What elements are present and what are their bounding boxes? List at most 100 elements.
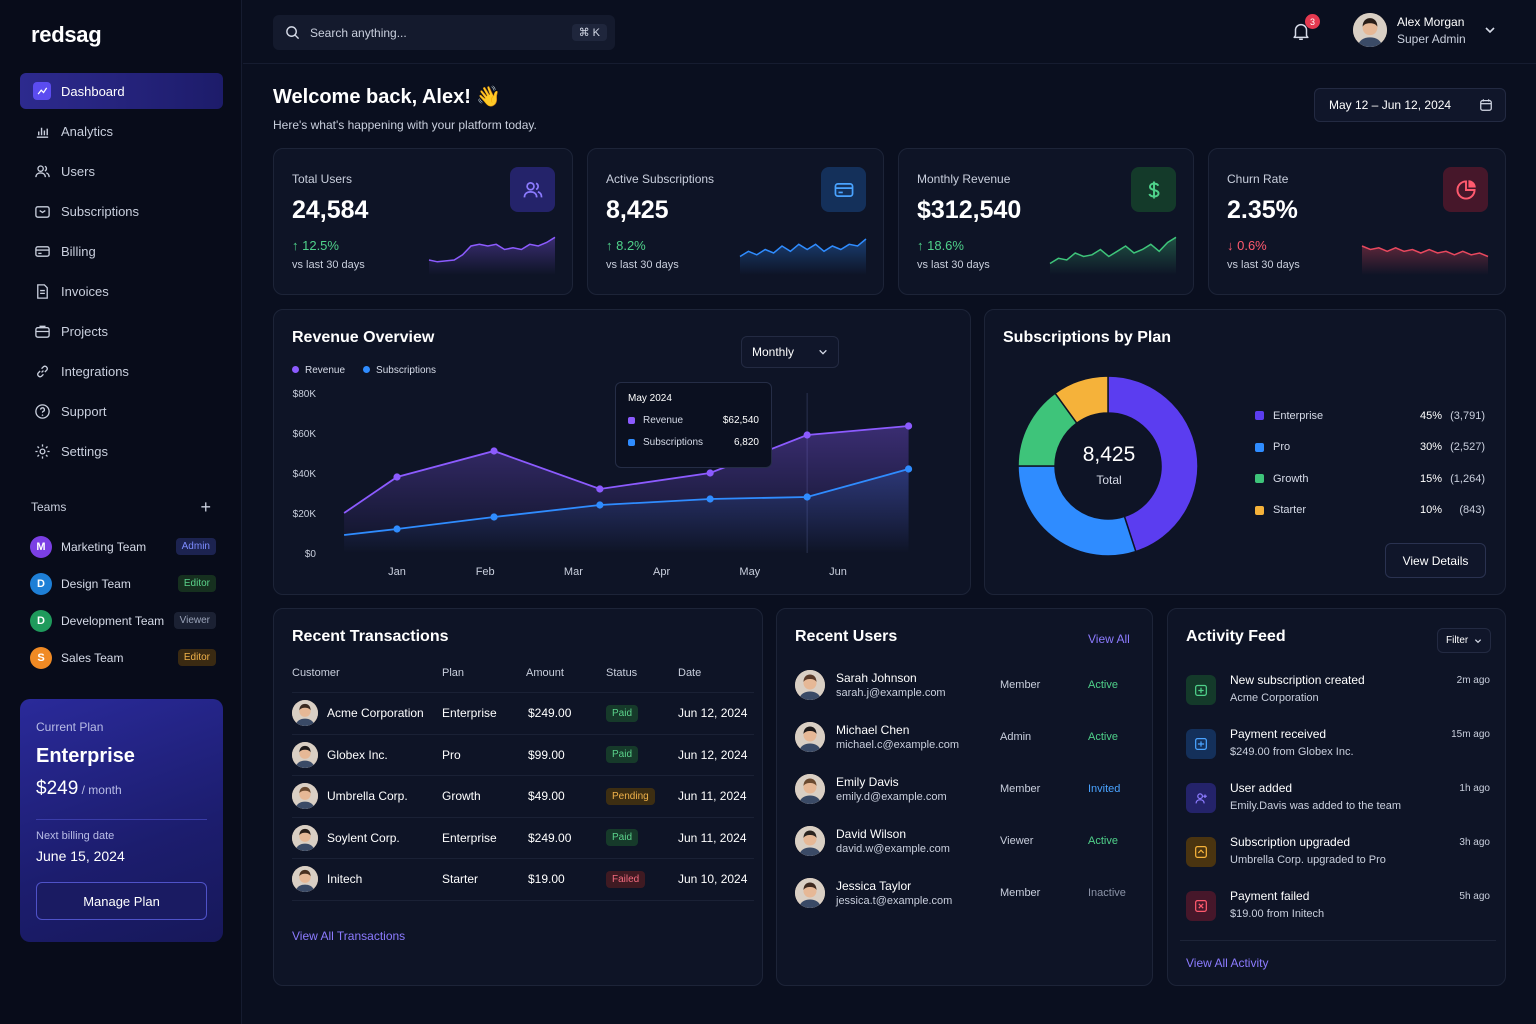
team-name: Marketing Team: [61, 539, 147, 554]
team-item[interactable]: D Development Team Viewer: [30, 602, 216, 639]
column-header[interactable]: Status: [606, 667, 638, 679]
customer-cell: Initech: [292, 866, 362, 892]
filter-label: Filter: [1446, 635, 1469, 646]
data-point[interactable]: [393, 473, 401, 481]
view-all-transactions-link[interactable]: View All Transactions: [292, 929, 406, 943]
sidebar-item-integrations[interactable]: Integrations: [20, 353, 223, 389]
stat-title: Churn Rate: [1227, 172, 1289, 186]
current-plan-label: Current Plan: [36, 720, 104, 734]
data-point[interactable]: [596, 501, 604, 509]
next-billing-date: June 15, 2024: [36, 848, 125, 864]
stat-title: Total Users: [292, 172, 353, 186]
table-row[interactable]: Acme Corporation Enterprise $249.00 Paid Jun…: [292, 692, 754, 733]
stat-card-monthly-revenue[interactable]: Monthly Revenue $312,540 ↑ 18.6% vs last 30…: [898, 148, 1194, 295]
donut-slice-pro[interactable]: [1017, 465, 1137, 557]
stat-icon-box: [1131, 167, 1176, 212]
sidebar-item-settings[interactable]: Settings: [20, 433, 223, 469]
activity-item[interactable]: Payment received $249.00 from Globex Inc.…: [1186, 727, 1490, 781]
sidebar-item-users[interactable]: Users: [20, 153, 223, 189]
user-menu[interactable]: Alex Morgan Super Admin: [1353, 13, 1496, 47]
data-point[interactable]: [904, 465, 913, 473]
nav-icon-wrap: [33, 82, 51, 100]
activity-item[interactable]: New subscription created Acme Corporation…: [1186, 673, 1490, 727]
plan-percent: 15%: [1419, 472, 1442, 485]
x-tick-label: Feb: [476, 566, 495, 578]
column-header[interactable]: Plan: [442, 667, 465, 679]
teams-header: Teams +: [31, 498, 211, 516]
sparkline-area: [1050, 237, 1176, 275]
activity-item[interactable]: User added Emily.Davis was added to the t…: [1186, 781, 1490, 835]
welcome-header: Welcome back, Alex! 👋 Here's what's happ…: [273, 84, 537, 132]
data-point[interactable]: [596, 485, 604, 493]
sidebar-item-projects[interactable]: Projects: [20, 313, 223, 349]
avatar-face: [292, 783, 318, 809]
list-item[interactable]: Jessica Taylor jessica.t@example.com Membe…: [795, 867, 1135, 919]
legend-item-subscriptions[interactable]: Subscriptions: [363, 365, 436, 376]
y-tick-label: $80K: [293, 389, 317, 400]
sparkline-line: [428, 236, 556, 263]
sidebar-item-label: Invoices: [61, 283, 109, 299]
date-range-picker[interactable]: May 12 – Jun 12, 2024: [1314, 88, 1506, 122]
table-row[interactable]: Initech Starter $19.00 Failed Jun 10, 2024: [292, 858, 754, 899]
sidebar-item-dashboard[interactable]: Dashboard: [20, 73, 223, 109]
team-item[interactable]: S Sales Team Editor: [30, 639, 216, 676]
table-row[interactable]: Umbrella Corp. Growth $49.00 Pending Jun 11,…: [292, 775, 754, 816]
notifications-button[interactable]: 3: [1290, 14, 1320, 44]
data-point[interactable]: [490, 447, 498, 455]
activity-item[interactable]: Payment failed $19.00 from Initech 5h ago: [1186, 889, 1490, 943]
invoice-icon: [36, 283, 48, 299]
legend-item-revenue[interactable]: Revenue: [292, 365, 345, 376]
add-team-icon[interactable]: +: [200, 497, 211, 517]
data-point[interactable]: [706, 469, 714, 477]
list-item[interactable]: Sarah Johnson sarah.j@example.com Member Ac…: [795, 659, 1135, 711]
activity-time: 2m ago: [1456, 675, 1490, 686]
stat-subtitle: vs last 30 days: [917, 259, 990, 271]
list-item[interactable]: David Wilson david.w@example.com Viewer Act…: [795, 815, 1135, 867]
table-row[interactable]: Globex Inc. Pro $99.00 Paid Jun 12, 2024: [292, 733, 754, 775]
status-badge: Failed: [606, 870, 646, 888]
donut-slice-starter[interactable]: [1054, 375, 1109, 425]
sidebar-item-analytics[interactable]: Analytics: [20, 113, 223, 149]
nav-icon-wrap: [33, 242, 51, 260]
team-item[interactable]: D Design Team Editor: [30, 565, 216, 602]
data-point[interactable]: [393, 525, 401, 533]
stat-subtitle: vs last 30 days: [1227, 259, 1300, 271]
data-point[interactable]: [803, 431, 811, 439]
sidebar-item-invoices[interactable]: Invoices: [20, 273, 223, 309]
activity-filter-select[interactable]: Filter: [1437, 628, 1491, 653]
sidebar-item-support[interactable]: Support: [20, 393, 223, 429]
donut-total-label: Total: [1096, 473, 1122, 487]
user-avatar: [795, 826, 825, 856]
stat-card-total-users[interactable]: Total Users 24,584 ↑ 12.5% vs last 30 days: [273, 148, 573, 295]
view-details-button[interactable]: View Details: [1385, 543, 1486, 578]
data-point[interactable]: [803, 493, 811, 501]
data-point[interactable]: [490, 513, 498, 521]
table-row[interactable]: Soylent Corp. Enterprise $249.00 Paid Jun 11…: [292, 816, 754, 858]
stat-card-churn-rate[interactable]: Churn Rate 2.35% ↓ 0.6% vs last 30 days: [1208, 148, 1506, 295]
activity-item[interactable]: Subscription upgraded Umbrella Corp. upgr…: [1186, 835, 1490, 889]
data-point[interactable]: [706, 495, 714, 503]
tooltip-value: $62,540: [722, 415, 759, 426]
legend-swatch: [1255, 442, 1264, 452]
user-identity: Emily Davis emily.d@example.com: [836, 775, 947, 803]
column-header[interactable]: Date: [678, 667, 702, 679]
list-item[interactable]: Michael Chen michael.c@example.com Admin Ac…: [795, 711, 1135, 763]
data-point[interactable]: [904, 422, 913, 430]
column-header[interactable]: Amount: [526, 667, 564, 679]
column-header[interactable]: Customer: [292, 667, 340, 679]
tooltip-value: 6,820: [733, 437, 759, 448]
list-item[interactable]: Emily Davis emily.d@example.com Member Invi…: [795, 763, 1135, 815]
period-select[interactable]: Monthly: [741, 336, 839, 368]
users-icon: [34, 164, 50, 177]
avatar-face: [292, 741, 318, 768]
sidebar-item-subscriptions[interactable]: Subscriptions: [20, 193, 223, 229]
stat-card-active-subscriptions[interactable]: Active Subscriptions 8,425 ↑ 8.2% vs last 3…: [587, 148, 884, 295]
team-item[interactable]: M Marketing Team Admin: [30, 528, 216, 565]
manage-plan-button[interactable]: Manage Plan: [36, 882, 207, 920]
brand-logo[interactable]: redsag: [31, 22, 102, 47]
view-all-activity-link[interactable]: View All Activity: [1186, 956, 1269, 970]
view-all-users-link[interactable]: View All: [1088, 632, 1130, 646]
donut-slice-enterprise[interactable]: [1107, 375, 1199, 553]
search-input[interactable]: [310, 25, 572, 40]
sidebar-item-billing[interactable]: Billing: [20, 233, 223, 269]
